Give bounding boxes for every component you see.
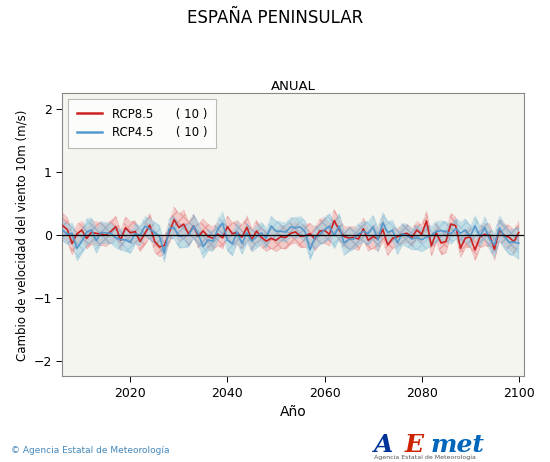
Text: E: E xyxy=(404,433,424,457)
Text: © Agencia Estatal de Meteorología: © Agencia Estatal de Meteorología xyxy=(11,446,169,455)
Y-axis label: Cambio de velocidad del viento 10m (m/s): Cambio de velocidad del viento 10m (m/s) xyxy=(15,109,28,360)
Text: A: A xyxy=(374,433,393,457)
Text: Agencia Estatal de Meteorología: Agencia Estatal de Meteorología xyxy=(374,454,476,460)
X-axis label: Año: Año xyxy=(279,405,306,419)
Text: ESPAÑA PENINSULAR: ESPAÑA PENINSULAR xyxy=(187,9,363,27)
Title: ANUAL: ANUAL xyxy=(271,80,315,93)
Legend: RCP8.5      ( 10 ), RCP4.5      ( 10 ): RCP8.5 ( 10 ), RCP4.5 ( 10 ) xyxy=(68,99,216,148)
Text: met: met xyxy=(431,433,485,457)
